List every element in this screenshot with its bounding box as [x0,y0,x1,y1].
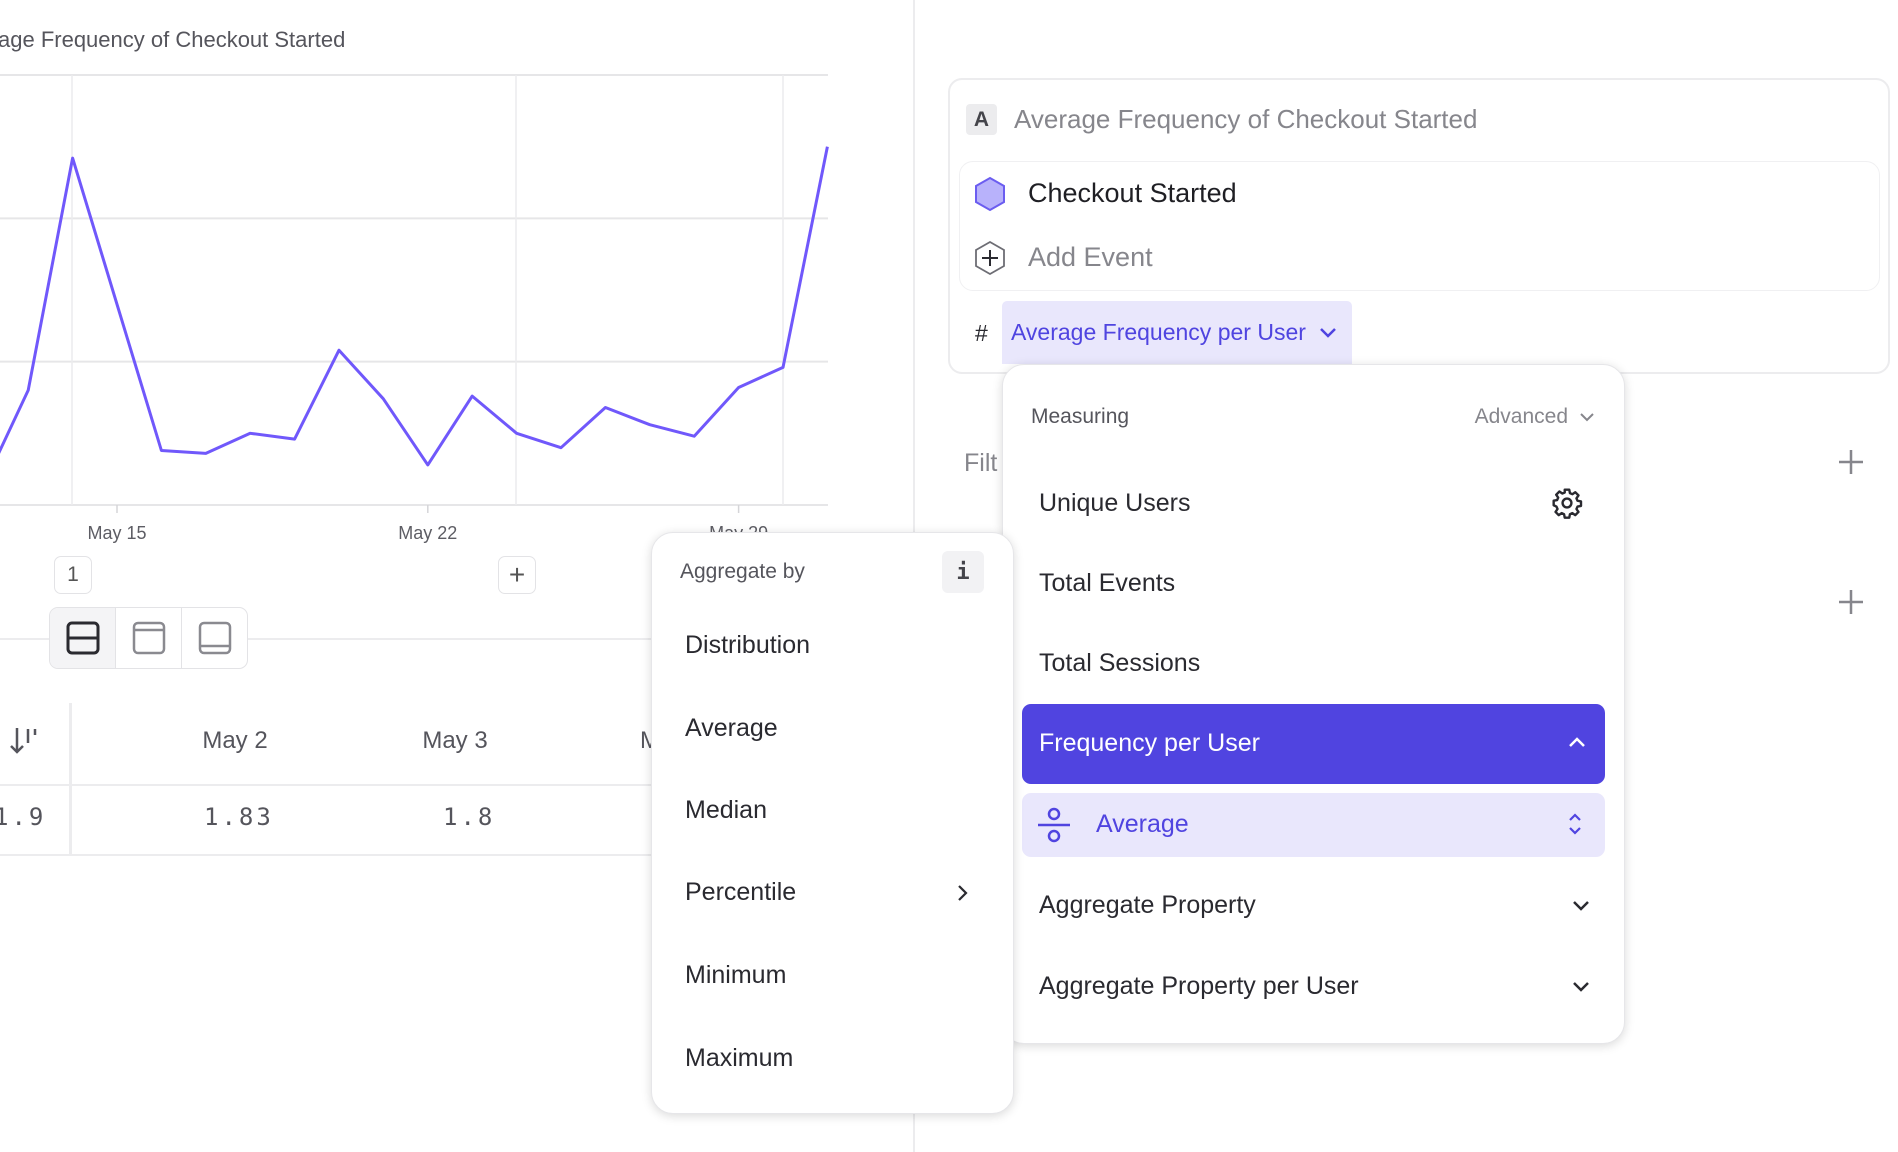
table-cell: 1.9 [0,803,47,831]
chevron-down-icon [1320,327,1336,338]
add-event-button[interactable]: Add Event [1028,242,1153,272]
chevron-down-icon [1573,982,1589,992]
add-row-button[interactable]: + [498,556,536,594]
x-tick-label: May 22 [398,523,457,543]
advanced-label: Advanced [1474,405,1568,428]
chevron-down-icon [1573,901,1589,911]
row-number-button[interactable]: 1 [54,556,92,594]
measuring-menu: Measuring Advanced Unique Users Total Ev… [1002,364,1625,1044]
add-event-icon[interactable] [974,240,1006,276]
aggregation-select[interactable]: Average [1022,793,1605,857]
measure-label: Average Frequency per User [1011,319,1306,345]
table-header-divider [0,784,660,786]
layout-table-button[interactable] [182,608,247,668]
metric-badge: A [966,104,997,135]
chart-title: age Frequency of Checkout Started [0,27,346,52]
add-filter-icon[interactable] [1837,448,1865,476]
aggregate-item-minimum[interactable]: Minimum [685,961,787,989]
table-view-icon [198,621,231,655]
aggregate-item-median[interactable]: Median [685,796,767,824]
measuring-header: Measuring [1031,405,1130,428]
measure-selector[interactable]: Average Frequency per User [1002,301,1352,364]
event-name[interactable]: Checkout Started [1028,178,1237,208]
chevron-down-icon [1580,413,1594,422]
table-cell: 1.83 [204,803,274,831]
aggregate-item-percentile[interactable]: Percentile [685,878,797,906]
aggregate-item-maximum[interactable]: Maximum [685,1044,794,1072]
advanced-dropdown[interactable]: Advanced [1475,405,1596,429]
chevron-right-icon [958,885,968,901]
aggregate-item-distribution[interactable]: Distribution [685,631,811,659]
aggregate-menu: Aggregate by i Distribution Average Medi… [651,532,1014,1114]
metric-title[interactable]: Average Frequency of Checkout Started [1014,104,1478,134]
column-header[interactable]: May 3 [422,727,488,754]
menu-item-aggregate-property[interactable]: Aggregate Property [1039,891,1256,919]
menu-item-frequency-per-user[interactable]: Frequency per User [1022,704,1605,784]
event-list [959,161,1880,291]
info-button[interactable]: i [942,551,984,593]
plus-icon: + [508,559,526,590]
aggregate-item-average[interactable]: Average [685,714,778,742]
row-number-label: 1 [67,563,79,586]
aggregate-header: Aggregate by [680,560,805,583]
x-tick-label: May 15 [87,523,146,543]
series-line [0,146,829,467]
event-hexagon-icon [975,176,1005,212]
menu-item-aggregate-property-per-user[interactable]: Aggregate Property per User [1039,972,1359,1000]
chevron-up-icon [1569,737,1585,747]
layout-chart-button[interactable] [116,608,182,668]
info-icon: i [956,559,970,585]
column-header[interactable]: May 2 [202,727,268,754]
chart-view-icon [132,621,165,655]
add-breakdown-icon[interactable] [1837,588,1865,616]
menu-item-total-events[interactable]: Total Events [1039,569,1176,597]
table-cell: 1.8 [443,803,496,831]
split-view-icon [66,621,99,655]
aggregation-label: Average [1096,810,1189,838]
up-down-chevron-icon [1569,813,1581,835]
sort-icon[interactable] [8,725,38,757]
gear-icon[interactable] [1551,487,1583,519]
layout-split-button[interactable] [50,608,116,668]
menu-item-label: Frequency per User [1039,729,1260,757]
filter-label: Filt [964,449,998,477]
hash-icon: # [975,320,988,346]
layout-toggle [49,607,248,669]
column-divider [69,703,72,855]
menu-item-unique-users[interactable]: Unique Users [1039,489,1191,517]
table-row-divider [0,854,660,856]
divider [0,638,660,640]
average-icon [1038,807,1070,843]
metric-badge-label: A [973,107,990,131]
menu-item-total-sessions[interactable]: Total Sessions [1039,649,1201,677]
